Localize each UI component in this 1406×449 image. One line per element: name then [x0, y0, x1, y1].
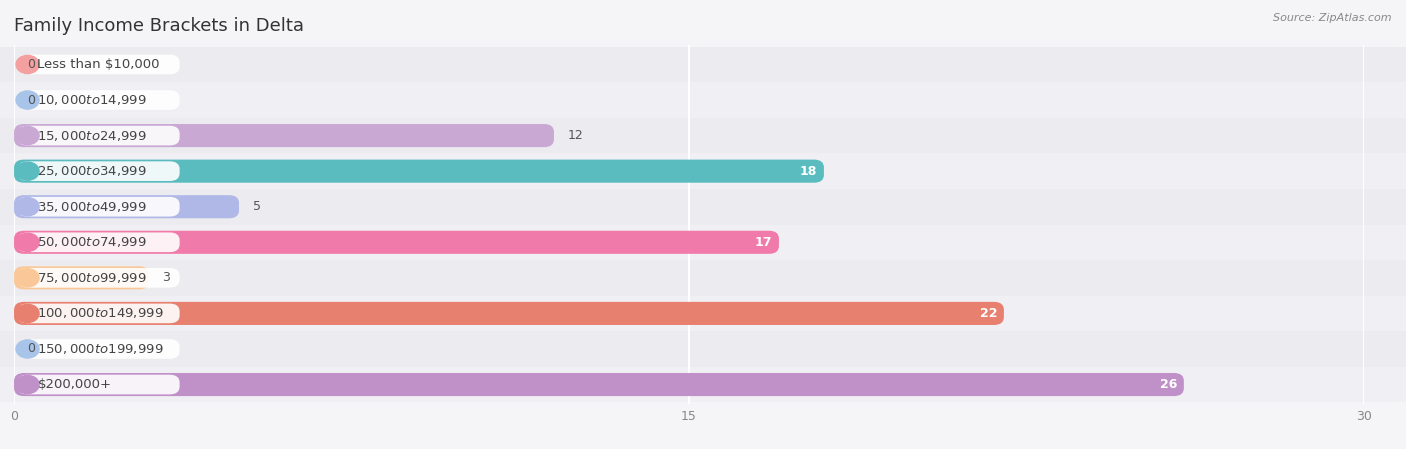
Circle shape — [15, 162, 39, 180]
Bar — [0, 260, 1406, 295]
FancyBboxPatch shape — [18, 55, 180, 74]
Text: 17: 17 — [755, 236, 772, 249]
FancyBboxPatch shape — [14, 373, 1184, 396]
FancyBboxPatch shape — [18, 304, 180, 323]
Text: 0: 0 — [28, 58, 35, 71]
FancyBboxPatch shape — [18, 233, 180, 252]
Text: 12: 12 — [568, 129, 583, 142]
Circle shape — [15, 91, 39, 109]
Text: 26: 26 — [1160, 378, 1177, 391]
FancyBboxPatch shape — [14, 266, 149, 290]
Text: $100,000 to $149,999: $100,000 to $149,999 — [38, 306, 165, 321]
Text: 0: 0 — [28, 343, 35, 356]
Text: $50,000 to $74,999: $50,000 to $74,999 — [38, 235, 148, 249]
Text: Family Income Brackets in Delta: Family Income Brackets in Delta — [14, 17, 304, 35]
Circle shape — [15, 198, 39, 216]
Circle shape — [15, 55, 39, 74]
Bar — [0, 189, 1406, 224]
Circle shape — [15, 127, 39, 145]
FancyBboxPatch shape — [14, 302, 1004, 325]
FancyBboxPatch shape — [14, 231, 779, 254]
Bar — [0, 118, 1406, 154]
Text: 18: 18 — [800, 165, 817, 178]
Text: Less than $10,000: Less than $10,000 — [38, 58, 160, 71]
FancyBboxPatch shape — [18, 161, 180, 181]
FancyBboxPatch shape — [14, 159, 824, 183]
FancyBboxPatch shape — [18, 375, 180, 394]
Text: $150,000 to $199,999: $150,000 to $199,999 — [38, 342, 165, 356]
Bar — [0, 224, 1406, 260]
FancyBboxPatch shape — [18, 339, 180, 359]
Text: Source: ZipAtlas.com: Source: ZipAtlas.com — [1274, 13, 1392, 23]
Bar — [0, 154, 1406, 189]
Bar — [0, 331, 1406, 367]
FancyBboxPatch shape — [18, 268, 180, 288]
Text: 22: 22 — [980, 307, 997, 320]
Circle shape — [15, 269, 39, 287]
Circle shape — [15, 340, 39, 358]
Text: 3: 3 — [163, 271, 170, 284]
Bar — [0, 367, 1406, 402]
Bar — [0, 47, 1406, 82]
Text: $25,000 to $34,999: $25,000 to $34,999 — [38, 164, 148, 178]
FancyBboxPatch shape — [18, 126, 180, 145]
Text: $15,000 to $24,999: $15,000 to $24,999 — [38, 128, 148, 143]
Text: $10,000 to $14,999: $10,000 to $14,999 — [38, 93, 148, 107]
Circle shape — [15, 304, 39, 322]
Circle shape — [15, 233, 39, 251]
Text: $35,000 to $49,999: $35,000 to $49,999 — [38, 200, 148, 214]
Bar — [0, 82, 1406, 118]
Text: 5: 5 — [253, 200, 260, 213]
Text: 0: 0 — [28, 93, 35, 106]
FancyBboxPatch shape — [18, 197, 180, 216]
Text: $200,000+: $200,000+ — [38, 378, 111, 391]
Text: $75,000 to $99,999: $75,000 to $99,999 — [38, 271, 148, 285]
Bar — [0, 295, 1406, 331]
FancyBboxPatch shape — [14, 124, 554, 147]
FancyBboxPatch shape — [14, 195, 239, 218]
Circle shape — [15, 375, 39, 394]
FancyBboxPatch shape — [18, 90, 180, 110]
